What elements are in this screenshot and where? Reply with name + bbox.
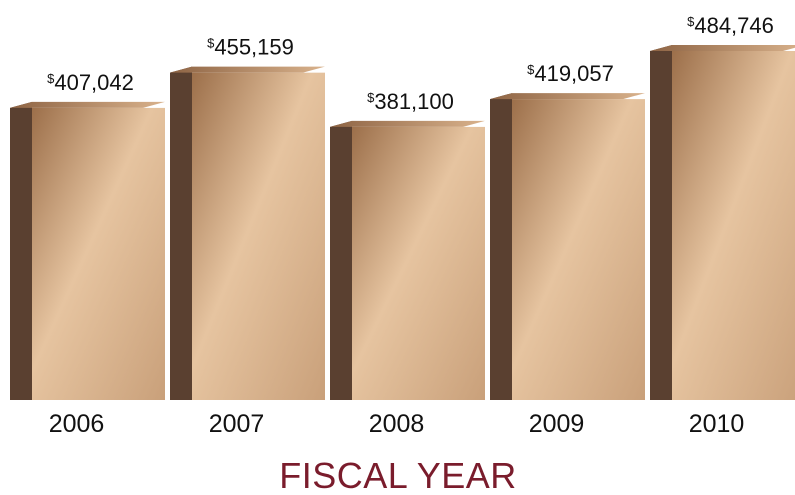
- category-label-2008: 2008: [369, 410, 425, 438]
- value-label-2006: $407,042: [47, 70, 134, 95]
- value-number: 484,746: [694, 13, 774, 38]
- bar-side: [490, 93, 512, 400]
- bar-top: [170, 66, 325, 73]
- currency-symbol: $: [207, 36, 215, 51]
- value-label-2008: $381,100: [367, 89, 454, 114]
- bar-2009: [490, 93, 645, 400]
- value-label-2009: $419,057: [527, 61, 614, 86]
- currency-symbol: $: [687, 14, 695, 29]
- currency-symbol: $: [47, 71, 55, 86]
- bar-top: [10, 101, 165, 108]
- bar-side: [10, 101, 32, 400]
- bar-front: [32, 107, 165, 400]
- bar-front: [192, 72, 325, 400]
- value-number: 407,042: [54, 70, 134, 95]
- bar-front: [512, 99, 645, 400]
- value-number: 381,100: [374, 89, 454, 114]
- bar-side: [170, 66, 192, 400]
- bar-2008: [330, 120, 485, 400]
- value-number: 419,057: [534, 61, 614, 86]
- category-label-group: 2006 2007 2008 2009 2010: [49, 410, 745, 438]
- bar-2007: [170, 66, 325, 400]
- bar-front: [672, 51, 795, 400]
- currency-symbol: $: [367, 90, 375, 105]
- bar-side: [330, 120, 352, 400]
- x-axis-title: FISCAL YEAR: [279, 455, 517, 495]
- value-number: 455,159: [214, 35, 294, 60]
- category-label-2009: 2009: [529, 410, 585, 438]
- bar-front: [352, 126, 485, 400]
- bar-side: [650, 45, 672, 400]
- bar-top: [330, 120, 485, 127]
- bar-2010: [650, 45, 795, 400]
- category-label-2006: 2006: [49, 410, 105, 438]
- bar-top: [650, 45, 795, 51]
- category-label-2010: 2010: [689, 410, 745, 438]
- currency-symbol: $: [527, 62, 535, 77]
- value-label-group: $407,042$455,159$381,100$419,057$484,746: [47, 13, 774, 114]
- category-label-2007: 2007: [209, 410, 265, 438]
- bar-group: [10, 45, 795, 400]
- bar-top: [490, 93, 645, 100]
- value-label-2010: $484,746: [687, 13, 774, 38]
- value-label-2007: $455,159: [207, 35, 294, 60]
- bar-2006: [10, 101, 165, 400]
